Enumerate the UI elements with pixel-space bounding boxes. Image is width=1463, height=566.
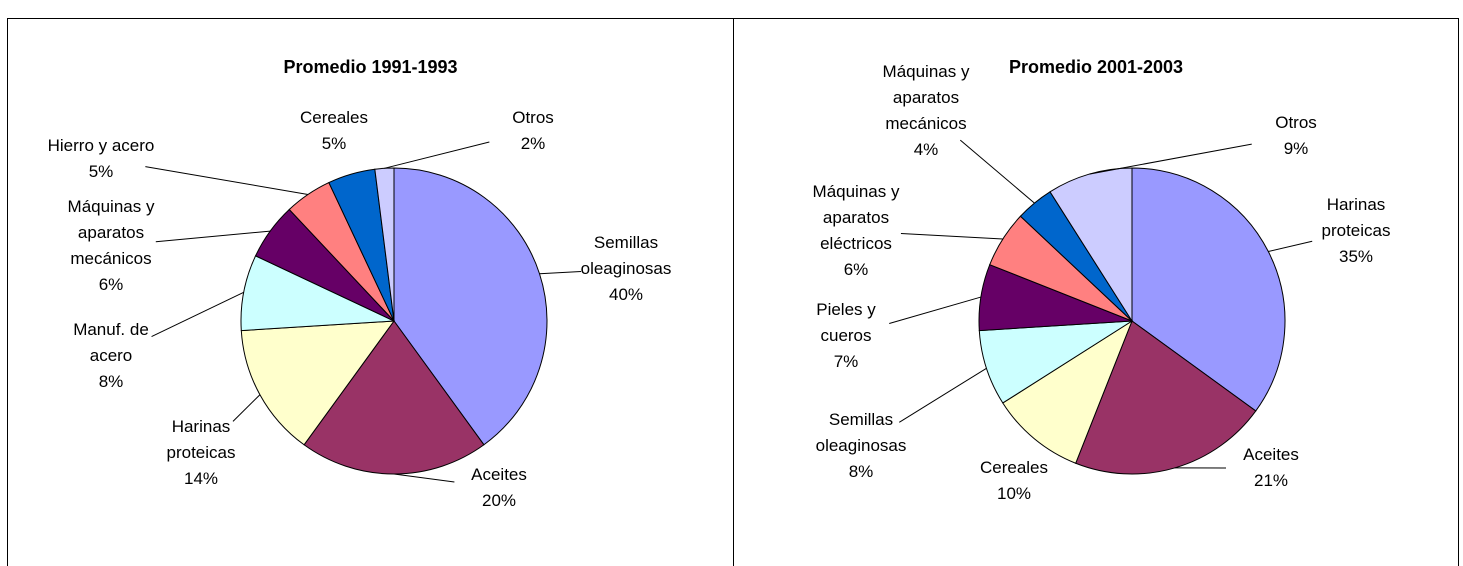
slice-label: Semillas oleaginosas 40%	[571, 230, 681, 308]
slice-label: Otros 2%	[478, 105, 588, 157]
leader-line	[889, 296, 982, 325]
slice-label: Harinas proteicas 14%	[146, 414, 256, 492]
value-label: 6%	[843, 260, 869, 279]
pie-slice	[1002, 319, 1134, 464]
value-label: 7%	[833, 352, 859, 371]
category-label: Máquinas y aparatos mecánicos	[882, 62, 970, 133]
category-label: Otros	[1275, 113, 1317, 132]
value-label: 21%	[1253, 471, 1289, 490]
category-label: Cereales	[979, 458, 1049, 477]
value-label: 10%	[996, 484, 1032, 503]
chart-title: Promedio 2001-2003	[1008, 57, 1184, 77]
category-label: Cereales	[299, 108, 369, 127]
value-label: 8%	[98, 372, 124, 391]
leader-line	[959, 139, 1035, 204]
category-label: Aceites	[1243, 445, 1299, 464]
leader-line	[232, 394, 261, 422]
slice-label: Máquinas y aparatos mecánicos 4%	[871, 59, 981, 163]
pie-slice	[1131, 167, 1286, 412]
category-label: Semillas oleaginosas	[580, 233, 672, 278]
leader-line	[151, 291, 244, 337]
value-label: 5%	[88, 162, 114, 181]
leader-line	[145, 166, 309, 195]
category-label: Hierro y acero	[47, 136, 155, 155]
chart-panel: Promedio 1991-1993 Semillas oleaginosas 4…	[7, 18, 734, 566]
category-label: Manuf. de acero	[73, 320, 149, 365]
value-label: 6%	[98, 275, 124, 294]
leader-line	[384, 141, 490, 169]
pie-svg	[889, 139, 1313, 475]
leader-line	[393, 473, 455, 483]
slice-label: Aceites 21%	[1216, 442, 1326, 494]
slice-label: Máquinas y aparatos eléctricos 6%	[801, 179, 911, 283]
slice-label: Harinas proteicas 35%	[1301, 192, 1411, 270]
chart-panel: Promedio 2001-2003 Harinas proteicas 35% A…	[733, 18, 1459, 566]
value-label: 8%	[848, 462, 874, 481]
category-label: Semillas oleaginosas	[815, 410, 907, 455]
value-label: 4%	[913, 140, 939, 159]
value-label: 2%	[520, 134, 546, 153]
category-label: Aceites	[471, 465, 527, 484]
value-label: 40%	[608, 285, 644, 304]
slice-label: Semillas oleaginosas 8%	[806, 407, 916, 485]
value-label: 20%	[481, 491, 517, 510]
category-label: Otros	[512, 108, 554, 127]
leader-line	[155, 230, 271, 243]
leader-line	[539, 270, 582, 275]
slice-label: Máquinas y aparatos mecánicos 6%	[56, 194, 166, 298]
value-label: 14%	[183, 469, 219, 488]
category-label: Máquinas y aparatos mecánicos	[67, 197, 155, 268]
pie-slice	[303, 320, 485, 475]
slice-label: Pieles y cueros 7%	[791, 297, 901, 375]
category-label: Pieles y cueros	[816, 300, 876, 345]
leader-line	[900, 232, 1003, 240]
category-label: Máquinas y aparatos eléctricos	[812, 182, 900, 253]
category-label: Harinas proteicas	[166, 417, 236, 462]
slice-label: Cereales 10%	[959, 455, 1069, 507]
leader-line	[1089, 143, 1252, 175]
chart-title: Promedio 1991-1993	[283, 57, 458, 77]
value-label: 9%	[1283, 139, 1309, 158]
slice-label: Aceites 20%	[444, 462, 554, 514]
slice-label: Otros 9%	[1241, 110, 1351, 162]
leader-line	[898, 367, 987, 423]
slice-label: Cereales 5%	[279, 105, 389, 157]
pie-svg	[145, 141, 582, 483]
value-label: 5%	[321, 134, 347, 153]
value-label: 35%	[1338, 247, 1374, 266]
slice-label: Manuf. de acero 8%	[56, 317, 166, 395]
slice-label: Hierro y acero 5%	[26, 133, 176, 185]
category-label: Harinas proteicas	[1321, 195, 1391, 240]
leader-line	[1268, 240, 1313, 253]
